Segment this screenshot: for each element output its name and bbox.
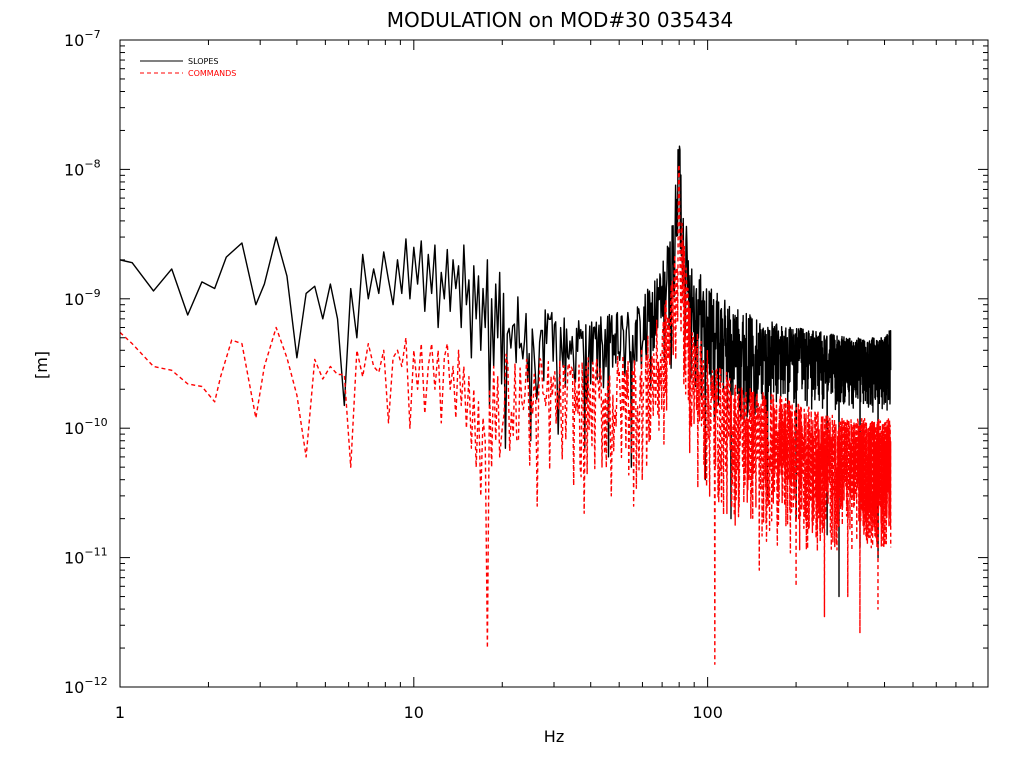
axis-ticks [119, 39, 989, 688]
y-tick-label: 10−10 [64, 416, 108, 438]
series-line-commands [120, 164, 892, 665]
y-axis-label: [m] [32, 351, 51, 379]
x-axis-label: Hz [544, 727, 564, 746]
y-tick-label: 10−8 [64, 157, 101, 179]
x-tick-labels: 1 10 100 [115, 703, 723, 722]
x-tick-label: 100 [692, 703, 723, 722]
y-tick-label: 10−11 [64, 546, 108, 568]
series-layer [120, 145, 892, 665]
y-tick-label: 10−9 [64, 287, 101, 309]
legend-label-commands: COMMANDS [188, 69, 236, 78]
chart-title: MODULATION on MOD#30 035434 [387, 8, 734, 32]
x-tick-label: 1 [115, 703, 125, 722]
y-tick-label: 10−12 [64, 675, 108, 697]
legend-label-slopes: SLOPES [188, 57, 219, 66]
series-line-slopes [120, 145, 892, 598]
y-tick-label: 10−7 [64, 28, 101, 50]
legend: SLOPES COMMANDS [140, 57, 236, 78]
y-tick-labels: 10−12 10−11 10−10 10−9 10−8 10−7 [64, 28, 108, 697]
x-tick-label: 10 [404, 703, 424, 722]
